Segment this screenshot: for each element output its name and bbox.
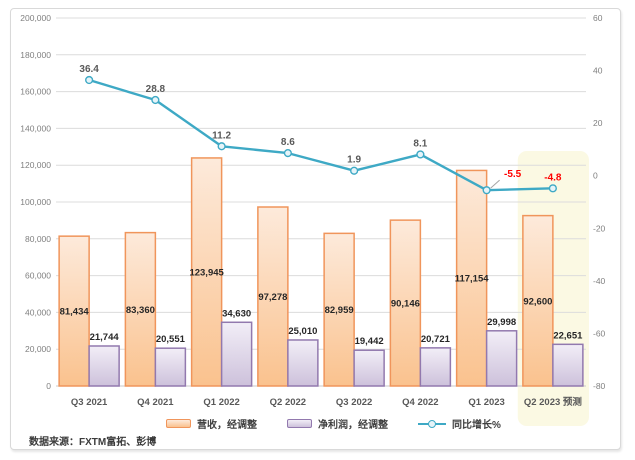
left-axis-tick: 20,000 [25, 344, 51, 354]
profit-bar [552, 343, 584, 387]
revenue-bar [455, 169, 488, 387]
combo-chart: 0 20,000 40,000 60,000 80,000 100,000 120,000 1… [20, 13, 606, 426]
yoy-growth-marker [548, 184, 557, 193]
category-label: Q1 2023 [468, 397, 504, 408]
revenue-bar [257, 206, 289, 387]
profit-bar [485, 330, 518, 387]
category-label: Q3 2021 [71, 397, 108, 408]
yoy-growth-label: -5.5 [504, 169, 522, 180]
right-axis-tick: -20 [593, 223, 606, 233]
revenue-bar-label: 81,434 [60, 307, 90, 318]
yoy-growth-line [88, 78, 553, 192]
profit-bar-label: 25,010 [288, 326, 317, 337]
profit-bar-label: 19,442 [355, 336, 384, 347]
profit-bar-label: 20,551 [156, 334, 186, 345]
legend-item-profit: 净利润，经调整 [287, 416, 388, 431]
right-axis-tick: 40 [593, 66, 603, 76]
legend-label-profit: 净利润，经调整 [318, 420, 388, 431]
revenue-swatch-icon [166, 419, 191, 428]
yoy-growth-marker [151, 95, 160, 105]
category-label: Q3 2022 [336, 397, 372, 408]
left-axis-tick: 140,000 [20, 123, 51, 133]
chart-frame: 0 20,000 40,000 60,000 80,000 100,000 120,000 1… [10, 8, 621, 450]
profit-bar [154, 347, 187, 387]
left-axis-tick: 40,000 [25, 307, 51, 317]
profit-bar-label: 29,998 [487, 317, 516, 328]
yoy-growth-marker [283, 149, 292, 158]
revenue-bar-label: 117,154 [455, 274, 490, 285]
left-axis-tick: 60,000 [25, 271, 51, 281]
yoy-growth-marker [217, 142, 226, 151]
category-label: Q4 2022 [402, 397, 438, 408]
category-label: Q2 2023 预测 [524, 396, 583, 408]
profit-bar-label: 21,744 [90, 332, 120, 343]
left-axis-tick: 160,000 [20, 87, 51, 97]
yoy-growth-marker [482, 186, 491, 195]
growth-marker-icon [428, 419, 436, 428]
profit-bar-label: 22,651 [553, 330, 583, 341]
revenue-bar-label: 92,600 [523, 296, 552, 307]
legend-item-revenue: 营收，经调整 [166, 416, 257, 431]
legend-label-revenue: 营收，经调整 [197, 420, 257, 431]
profit-bar [220, 321, 253, 387]
revenue-bar-label: 97,278 [258, 292, 287, 303]
legend-label-growth: 同比增长% [452, 420, 501, 431]
right-axis-tick: -40 [593, 276, 606, 286]
yoy-growth-label: 11.2 [212, 130, 231, 141]
left-axis-tick: 120,000 [20, 160, 51, 170]
profit-bar [88, 345, 120, 387]
left-axis-tick: 80,000 [25, 234, 51, 244]
category-label: Q2 2022 [270, 397, 306, 408]
legend: 营收，经调整 净利润，经调整 同比增长% [166, 416, 501, 431]
legend-item-growth: 同比增长% [418, 416, 501, 431]
left-axis-tick: 100,000 [20, 197, 51, 207]
yoy-growth-marker [416, 150, 425, 159]
revenue-bar [323, 232, 355, 387]
yoy-growth-label: -4.8 [544, 172, 562, 183]
revenue-bar [522, 214, 554, 387]
revenue-bar-label: 123,945 [189, 267, 224, 278]
yoy-growth-marker [350, 166, 359, 175]
left-axis-tick: 0 [46, 381, 51, 391]
right-axis-tick: 60 [593, 13, 603, 23]
yoy-growth-label: 36.4 [79, 64, 99, 75]
category-label: Q1 2022 [203, 397, 239, 408]
profit-bar [287, 339, 319, 387]
yoy-growth-label: 28.8 [146, 84, 166, 95]
right-axis-tick: -80 [593, 381, 606, 391]
profit-bar-label: 34,630 [222, 308, 251, 319]
revenue-bar [190, 157, 223, 387]
profit-swatch-icon [287, 419, 312, 428]
left-axis-tick: 200,000 [20, 13, 51, 23]
right-axis-tick: 0 [593, 171, 598, 181]
revenue-bar-label: 83,360 [126, 305, 155, 316]
yoy-growth-marker [85, 75, 94, 85]
category-label: Q4 2021 [137, 397, 174, 408]
label-leader-line [490, 179, 500, 189]
profit-bar-label: 20,721 [421, 334, 451, 345]
right-axis-tick: -60 [593, 328, 606, 338]
yoy-growth-label: 8.6 [281, 137, 295, 148]
right-axis-tick: 20 [593, 118, 603, 128]
revenue-bar-label: 90,146 [391, 299, 420, 310]
revenue-bar [58, 235, 90, 387]
growth-line-icon [418, 419, 446, 428]
yoy-growth-label: 1.9 [347, 155, 361, 166]
revenue-bar [389, 219, 422, 387]
profit-bar [419, 347, 452, 387]
left-axis-tick: 180,000 [20, 50, 51, 60]
source-note: 数据来源：FXTM富拓、彭博 [29, 437, 157, 448]
revenue-bar-label: 82,959 [325, 305, 354, 316]
profit-bar [353, 349, 385, 387]
yoy-growth-label: 8.1 [413, 138, 427, 149]
revenue-bar [124, 231, 157, 387]
